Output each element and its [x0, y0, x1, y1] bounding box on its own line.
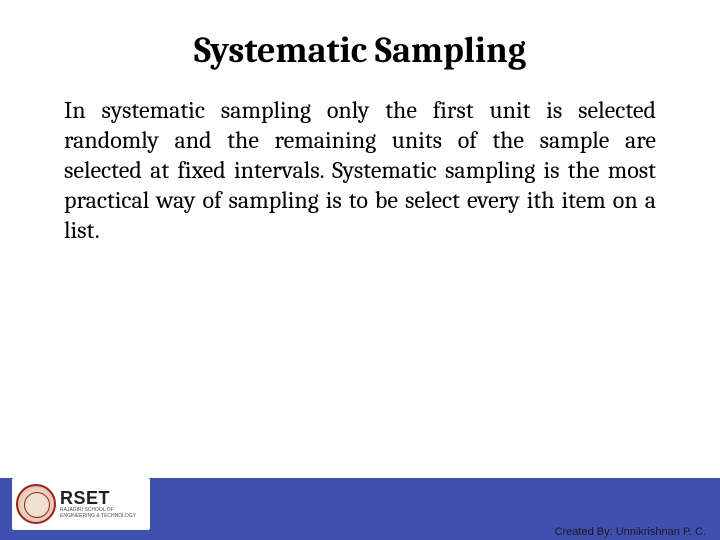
logo-main-text: RSET: [60, 489, 136, 507]
logo-area: RSET RAJAGIRI SCHOOL OF ENGINEERING & TE…: [12, 478, 150, 530]
slide-title: Systematic Sampling: [48, 30, 672, 71]
logo-sub-text-2: ENGINEERING & TECHNOLOGY: [60, 514, 136, 519]
slide-content: Systematic Sampling In systematic sampli…: [0, 0, 720, 245]
credit-text: Created By: Unnikrishnan P. C.: [555, 526, 706, 538]
logo-text: RSET RAJAGIRI SCHOOL OF ENGINEERING & TE…: [60, 489, 136, 519]
slide-body: In systematic sampling only the first un…: [48, 95, 672, 245]
logo-seal-icon: [16, 484, 56, 524]
